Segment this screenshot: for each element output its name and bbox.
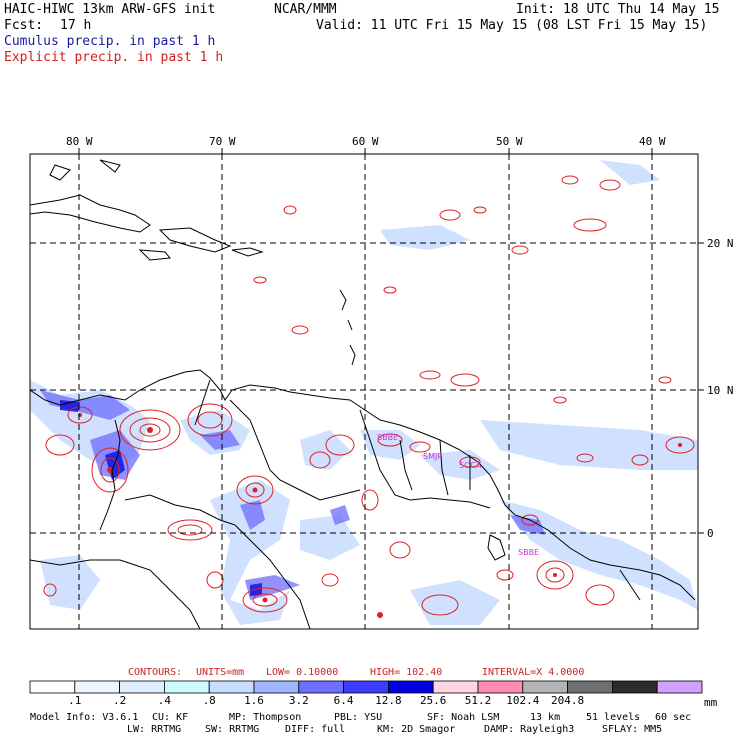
footer-levels: 51 levels: [586, 712, 641, 723]
colorbar-box: [163, 680, 210, 694]
footer-model-info: Model Info: V3.6.1: [30, 712, 139, 723]
lat-label-10n: 10 N: [707, 384, 734, 397]
contours-low: LOW= 0.10000: [266, 667, 339, 678]
model-title: HAIC-HIWC 13km ARW-GFS init: [4, 2, 216, 17]
colorbar-box: [567, 680, 613, 694]
colorbar-box: [522, 680, 568, 694]
lon-label-80w: 80 W: [66, 135, 93, 148]
colorbar-box: [29, 680, 76, 694]
institution-label: NCAR/MMM: [274, 2, 337, 17]
colorbar-box: [432, 680, 479, 694]
forecast-hour: 17 h: [60, 18, 92, 33]
forecast-label: Fcst:: [4, 18, 44, 33]
footer-lw: LW: RRTMG: [127, 724, 182, 735]
footer-sf: SF: Noah LSM: [427, 712, 500, 723]
colorbar-tick-label: 51.2: [464, 694, 492, 707]
tick-marks: [78, 148, 704, 534]
precip-fields: [30, 159, 698, 629]
coastlines: [30, 159, 696, 629]
colorbar-box: [656, 680, 703, 694]
footer-km: KM: 2D Smagor: [377, 724, 456, 735]
contours-label: CONTOURS:: [128, 667, 183, 678]
footer-diff: DIFF: full: [285, 724, 346, 735]
colorbar-box: [298, 680, 344, 694]
lat-label-20n: 20 N: [707, 237, 734, 250]
footer-resolution: 13 km: [530, 712, 561, 723]
lat-label-0: 0: [707, 527, 714, 540]
colorbar-tick-label: 6.4: [333, 694, 354, 707]
footer-mp: MP: Thompson: [229, 712, 302, 723]
colorbar-tick-label: .1: [68, 694, 82, 707]
colorbar-tick-label: .8: [202, 694, 216, 707]
station-label: SOCA: [459, 461, 482, 470]
colorbar-box: [74, 680, 121, 694]
footer-pbl: PBL: YSU: [334, 712, 383, 723]
colorbar-unit: mm: [704, 696, 718, 709]
explicit-contours: [43, 175, 695, 616]
footer-sflay: SFLAY: MM5: [602, 724, 663, 735]
contours-interval: INTERVAL=X 4.0000: [482, 667, 585, 678]
lon-label-50w: 50 W: [496, 135, 523, 148]
colorbar-box: [208, 680, 255, 694]
colorbar-box: [343, 680, 389, 694]
contours-units: UNITS=mm: [196, 667, 245, 678]
colorbar-tick-label: 1.6: [244, 694, 264, 707]
colorbar-tick-label: 12.8: [375, 694, 402, 707]
lon-label-60w: 60 W: [352, 135, 379, 148]
explicit-heavy-cells: [78, 413, 682, 618]
colorbar-tick-label: 102.4: [506, 694, 540, 707]
colorbar-tick-label: .2: [112, 694, 127, 707]
colorbar-box: [612, 680, 658, 694]
station-label: SBBE: [518, 548, 539, 557]
colorbar-box: [477, 680, 524, 694]
colorbar-box: [119, 680, 165, 694]
contours-high: HIGH= 102.40: [370, 667, 443, 678]
colorbar-box: [253, 680, 300, 694]
footer-sw: SW: RRTMG: [205, 724, 260, 735]
footer-damp: DAMP: Rayleigh3: [484, 724, 575, 735]
lon-label-40w: 40 W: [639, 135, 666, 148]
station-label: SBBE: [377, 433, 398, 442]
colorbar-tick-label: 3.2: [288, 694, 309, 707]
gridlines: [30, 154, 698, 629]
colorbar-tick-label: 25.6: [419, 694, 447, 707]
colorbar-tick-label: .4: [157, 694, 172, 707]
explicit-title: Explicit precip. in past 1 h: [4, 50, 224, 65]
footer-cu: CU: KF: [152, 712, 189, 723]
footer-timestep: 60 sec: [655, 712, 692, 723]
colorbar: [29, 680, 703, 694]
map-frame: [29, 153, 699, 630]
colorbar-tick-label: 204.8: [551, 694, 585, 707]
cumulus-title: Cumulus precip. in past 1 h: [4, 34, 216, 49]
valid-time: Valid: 11 UTC Fri 15 May 15 (08 LST Fri …: [316, 18, 708, 33]
colorbar-box: [387, 680, 434, 694]
station-label: SMJP: [423, 452, 442, 461]
init-time: Init: 18 UTC Thu 14 May 15: [516, 2, 720, 17]
lon-label-70w: 70 W: [209, 135, 236, 148]
